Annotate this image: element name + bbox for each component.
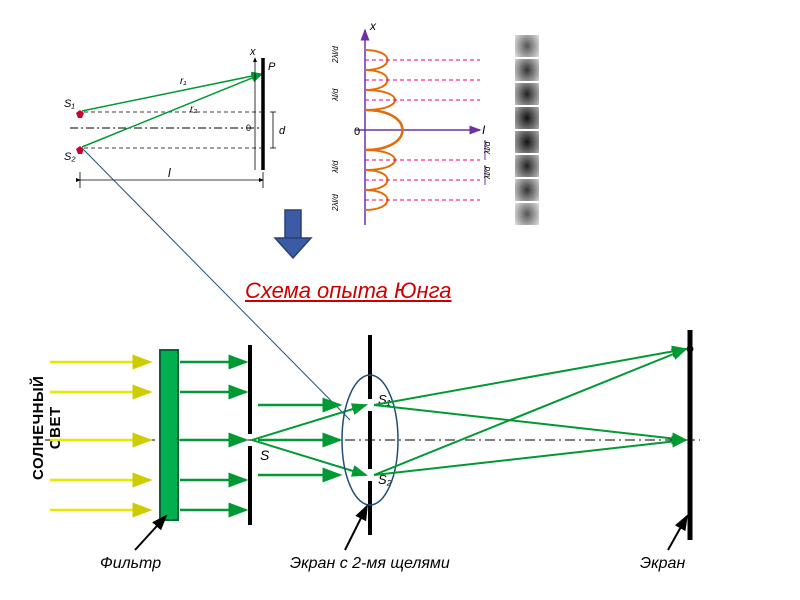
r2-label: r₂ [190, 104, 197, 115]
r1-label: r₁ [180, 76, 186, 87]
callout-line [84, 150, 350, 420]
l-label: l [168, 166, 171, 180]
leader-filter [135, 516, 166, 550]
zero-label: 0 [354, 126, 360, 138]
tick-m1: λl/d [331, 160, 340, 174]
tick-m2: 2λl/d [331, 194, 340, 212]
tick-2: 2λl/d [331, 46, 340, 64]
big-down-arrow-icon [275, 210, 311, 258]
diagram-root: Схема опыта Юнга СОЛНЕЧНЫЙ СВЕТ Фильтр Э… [0, 0, 800, 600]
leader-slits [345, 506, 367, 550]
top-diagram: 0 S₁ S₂ P r₁ r₂ d l x [64, 46, 286, 188]
green-rays-stage1 [180, 362, 246, 510]
s2-label: S₂ [64, 151, 76, 163]
s-label: S [260, 447, 270, 463]
filter-block [160, 350, 178, 520]
diagram-svg: 0 S₁ S₂ P r₁ r₂ d l x [0, 0, 800, 600]
p-label: P [268, 61, 276, 73]
tick-1: λl/d [331, 88, 340, 102]
bottom-scheme: S S₁ S₂ [45, 330, 700, 550]
d-label: d [279, 125, 286, 137]
x-axis-label: x [369, 19, 377, 33]
d-tick-2: λl/d [483, 166, 492, 180]
green-rays-stage2 [258, 405, 340, 475]
d-tick-1: λl/d [483, 141, 492, 155]
leader-screen [668, 516, 687, 550]
x-label-top: x [249, 46, 256, 58]
sun-rays [50, 362, 150, 510]
intensity-plot: 2λl/d λl/d λl/d 2λl/d 0 x I λl/d λl/d [331, 19, 492, 225]
s1-label: S₁ [64, 98, 75, 110]
i-axis-label: I [482, 123, 486, 137]
rays-to-screen [374, 349, 686, 475]
zero-label-top: 0 [246, 123, 251, 133]
